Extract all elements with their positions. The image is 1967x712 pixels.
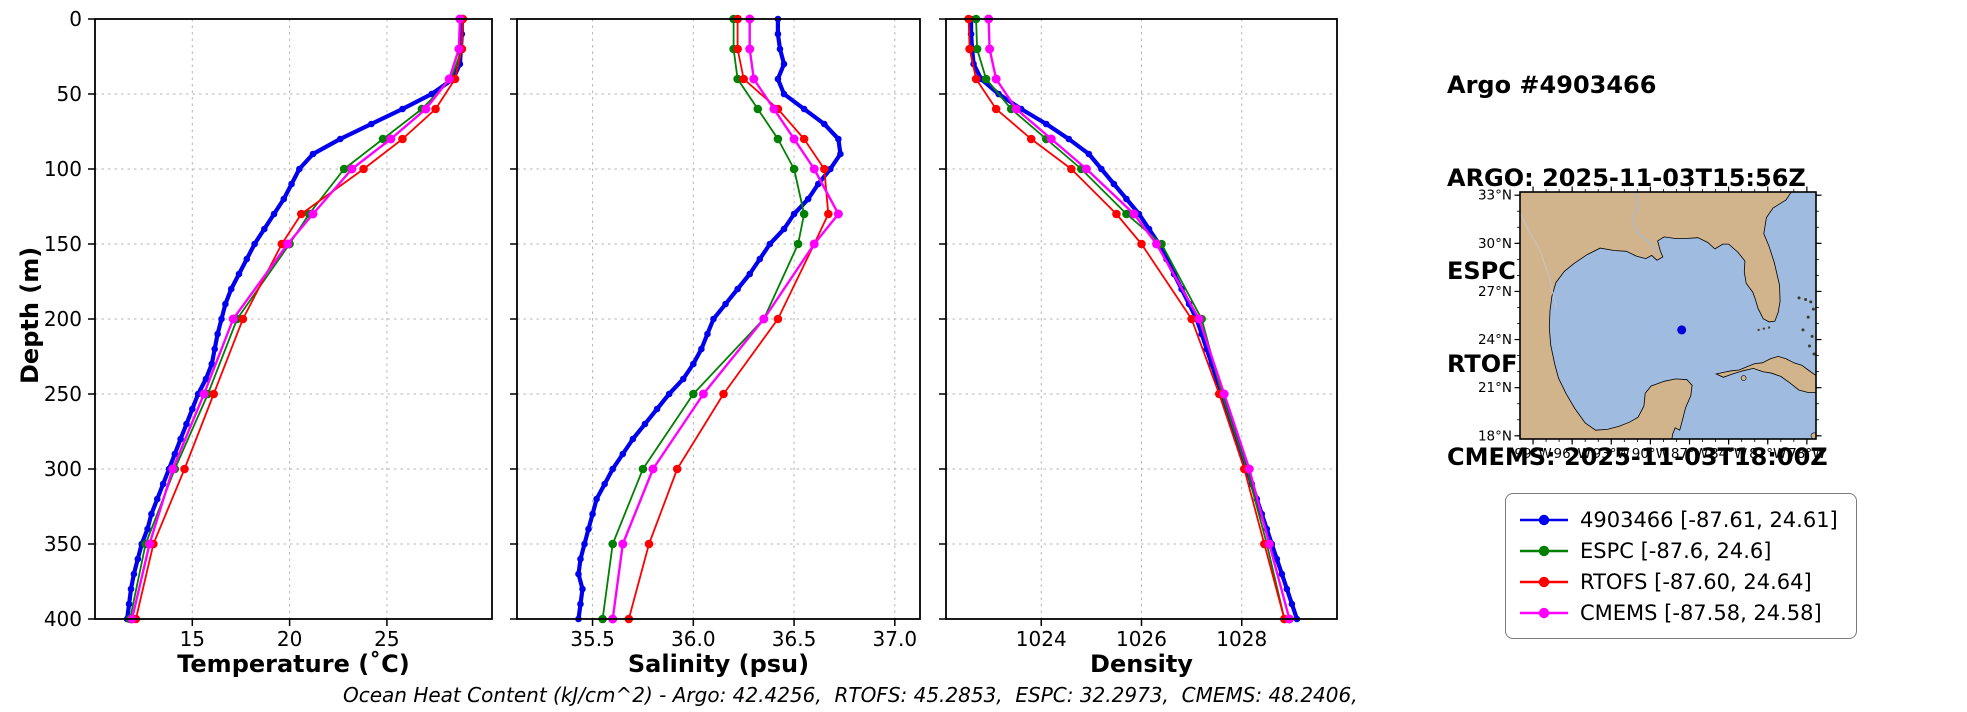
depth-axis-label: Depth (m)	[16, 246, 44, 384]
map-lat-tick-label: 18°N	[1479, 428, 1512, 444]
salinity-profile-plot: 35.5 36.0 36.5 37.0	[510, 14, 921, 651]
map-lon-tick-label: 87°W	[1671, 446, 1708, 462]
location-map: 99°W 96°W 93°W 90°W 87°W 84°W 81°W 78°W 33°N 30°N…	[1478, 183, 1831, 479]
legend-line-marker-icon	[1520, 545, 1568, 556]
temperature-tick-label: 20	[277, 627, 302, 651]
density-profile-plot: 1024 1026 1028	[939, 14, 1338, 651]
float-position-marker	[1677, 325, 1687, 335]
map-lon-tick-label: 93°W	[1593, 446, 1630, 462]
density-tick-label: 1024	[1016, 627, 1067, 651]
temperature-tick-label: 15	[180, 627, 205, 651]
map-lon-tick-label: 99°W	[1514, 446, 1551, 462]
legend-item: CMEMS [-87.58, 24.58]	[1518, 597, 1838, 628]
temperature-tick-label: 25	[374, 627, 399, 651]
depth-tick-label: 200	[44, 307, 82, 331]
legend-line-marker-icon	[1520, 576, 1568, 587]
map-lat-tick-label: 30°N	[1479, 236, 1512, 252]
temperature-axis-title: Temperature (˚C)	[177, 650, 410, 678]
gulf-of-mexico-map: 99°W 96°W 93°W 90°W 87°W 84°W 81°W 78°W 33°N 30°N…	[1478, 186, 1826, 462]
depth-tick-label: 250	[44, 382, 82, 406]
map-lat-tick-label: 21°N	[1479, 380, 1512, 396]
depth-tick-label: 350	[44, 532, 82, 556]
float-title: Argo #4903466	[1447, 71, 1657, 99]
salinity-tick-label: 37.0	[873, 627, 918, 651]
density-tick-label: 1028	[1216, 627, 1267, 651]
depth-tick-label: 300	[44, 457, 82, 481]
map-lat-tick-label: 27°N	[1479, 284, 1512, 300]
map-lon-tick-label: 81°W	[1749, 446, 1786, 462]
legend-item: 4903466 [-87.61, 24.61]	[1518, 504, 1838, 535]
argo-timestamp: ARGO: 2025-11-03T15:56Z	[1447, 164, 1806, 192]
depth-tick-label: 150	[44, 232, 82, 256]
legend-item-label: 4903466 [-87.61, 24.61]	[1580, 507, 1838, 532]
map-lon-tick-label: 84°W	[1710, 446, 1747, 462]
depth-tick-label: 0	[69, 7, 82, 31]
depth-tick-label: 50	[57, 82, 82, 106]
legend-item-label: ESPC [-87.6, 24.6]	[1580, 538, 1772, 563]
legend-line-marker-icon	[1520, 514, 1568, 525]
ocean-heat-content-note: Ocean Heat Content (kJ/cm^2) - Argo: 42.…	[343, 683, 1358, 707]
depth-tick-label: 100	[44, 157, 82, 181]
salinity-tick-label: 35.5	[570, 627, 615, 651]
legend-item-label: CMEMS [-87.58, 24.58]	[1580, 600, 1822, 625]
map-lat-tick-label: 33°N	[1479, 188, 1512, 204]
map-lon-tick-label: 78°W	[1788, 446, 1825, 462]
legend-item: RTOFS [-87.60, 24.64]	[1518, 566, 1838, 597]
depth-tick-label: 400	[44, 607, 82, 631]
salinity-tick-label: 36.0	[671, 627, 716, 651]
density-tick-label: 1026	[1116, 627, 1167, 651]
cmems-timestamp: CMEMS: 2025-11-03T18:00Z	[1447, 443, 1828, 471]
legend-item: ESPC [-87.6, 24.6]	[1518, 535, 1838, 566]
map-lat-tick-label: 24°N	[1479, 332, 1512, 348]
legend: 4903466 [-87.61, 24.61] ESPC [-87.6, 24.6…	[1505, 493, 1857, 639]
legend-line-marker-icon	[1520, 607, 1568, 618]
map-lon-tick-label: 90°W	[1632, 446, 1669, 462]
density-axis-title: Density	[1090, 650, 1193, 678]
legend-item-label: RTOFS [-87.60, 24.64]	[1580, 569, 1812, 594]
salinity-axis-title: Salinity (psu)	[627, 650, 810, 678]
salinity-tick-label: 36.5	[772, 627, 817, 651]
map-lon-tick-label: 96°W	[1554, 446, 1591, 462]
